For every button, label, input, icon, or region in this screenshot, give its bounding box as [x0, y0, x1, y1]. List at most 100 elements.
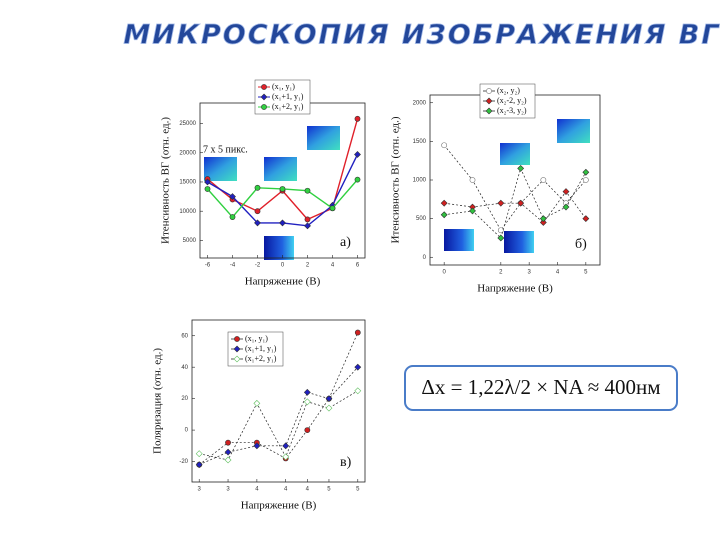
formula-box — [404, 365, 678, 411]
marker — [469, 207, 476, 215]
marker — [253, 399, 261, 407]
x-tick-label: -4 — [230, 263, 236, 269]
legend-label: (x₁+1, y₁) — [245, 344, 277, 353]
legend-marker — [261, 84, 267, 90]
annotation: б) — [575, 237, 587, 252]
x-tick-label: 6 — [356, 263, 360, 269]
y-axis-label: Итенсивность ВГ (отн. ед.) — [160, 117, 172, 244]
marker — [582, 177, 589, 183]
marker — [254, 184, 261, 191]
marker — [229, 193, 236, 201]
legend-label: (x₁+1, y₁) — [272, 92, 304, 101]
x-tick-label: 4 — [306, 487, 310, 493]
y-tick-label: 2000 — [413, 100, 427, 106]
legend-label: (x₁+2, y₁) — [272, 102, 304, 111]
marker — [325, 395, 333, 403]
marker — [325, 404, 333, 412]
marker — [440, 211, 448, 219]
y-tick-label: 1000 — [413, 178, 427, 184]
marker — [354, 363, 362, 371]
marker — [517, 199, 525, 207]
x-axis-label: Напряжение (В) — [477, 283, 553, 295]
thumbnail — [504, 231, 534, 253]
y-axis-label: Поляризация (отн. ед.) — [152, 348, 164, 454]
marker — [303, 388, 311, 396]
y-tick-label: 20 — [181, 396, 188, 402]
legend-marker — [234, 336, 240, 342]
marker — [582, 215, 590, 223]
annotation: 7 x 5 пикс. — [203, 144, 248, 155]
marker — [282, 442, 290, 450]
y-tick-label: 500 — [416, 216, 427, 222]
y-tick-label: 10000 — [179, 209, 196, 215]
thumbnail — [264, 157, 297, 181]
marker — [282, 453, 290, 461]
marker — [254, 219, 261, 227]
legend-label: (x₂-2, y₂) — [497, 96, 527, 105]
y-tick-label: 15000 — [179, 180, 196, 186]
y-tick-label: -20 — [179, 459, 188, 465]
marker — [354, 115, 361, 122]
marker — [229, 214, 236, 220]
y-tick-label: 0 — [185, 428, 189, 434]
marker — [204, 186, 211, 192]
legend-marker — [233, 345, 241, 353]
marker — [329, 205, 336, 212]
chart: 5000 10000 15000 20000 25000 -6 -4 -2 0 2 4 6 Напряж… — [160, 79, 366, 288]
x-tick-label: 3 — [226, 487, 230, 493]
legend-marker — [233, 355, 241, 363]
x-tick-label: 4 — [255, 487, 259, 493]
marker — [304, 187, 311, 194]
legend-label: (x₂-3, y₂) — [497, 106, 527, 115]
marker — [441, 142, 448, 149]
marker — [303, 398, 311, 406]
x-tick-label: 4 — [556, 270, 560, 276]
annotation: а) — [340, 235, 351, 250]
marker — [195, 450, 203, 458]
x-axis-label: Напряжение (В) — [241, 500, 317, 512]
thumbnail — [557, 119, 590, 143]
x-tick-label: 5 — [356, 487, 360, 493]
x-tick-label: 2 — [306, 263, 310, 269]
marker — [582, 168, 590, 176]
x-tick-label: 4 — [331, 263, 335, 269]
formula: Δx = 1,22λ/2 × NA ≈ 400нм — [421, 375, 660, 399]
x-tick-label: 4 — [284, 487, 288, 493]
thumbnails — [204, 119, 590, 260]
marker — [224, 456, 232, 464]
marker — [253, 442, 261, 450]
legend-label: (x₁, y₁) — [272, 82, 295, 91]
x-tick-label: 3 — [527, 270, 531, 276]
marker — [204, 178, 211, 186]
y-axis-label: Итенсивность ВГ (отн. ед.) — [390, 116, 402, 243]
legend-label: (x₁+2, y₁) — [245, 354, 277, 363]
marker — [195, 461, 203, 469]
thumbnail — [500, 143, 530, 165]
legend-marker — [485, 107, 493, 115]
marker — [254, 208, 261, 215]
marker — [304, 222, 311, 230]
marker — [562, 203, 570, 211]
marker — [304, 427, 311, 433]
marker — [304, 216, 311, 223]
legend-label: (x₁, y₁) — [245, 334, 268, 343]
series-line — [199, 366, 359, 466]
y-tick-label: 25000 — [179, 121, 196, 127]
marker — [517, 164, 525, 172]
marker — [440, 199, 448, 207]
x-tick-label: -2 — [255, 263, 261, 269]
marker — [354, 176, 361, 183]
marker — [469, 177, 476, 183]
x-tick-label: 3 — [198, 487, 202, 493]
x-tick-label: 5 — [584, 270, 588, 276]
legend-marker — [486, 88, 492, 94]
marker — [539, 215, 547, 223]
y-tick-label: 40 — [181, 365, 188, 371]
marker — [279, 219, 286, 227]
x-tick-label: 0 — [442, 270, 446, 276]
marker — [497, 199, 505, 207]
x-tick-label: 5 — [327, 487, 331, 493]
thumbnail — [307, 126, 340, 150]
annotation: в) — [340, 455, 352, 470]
